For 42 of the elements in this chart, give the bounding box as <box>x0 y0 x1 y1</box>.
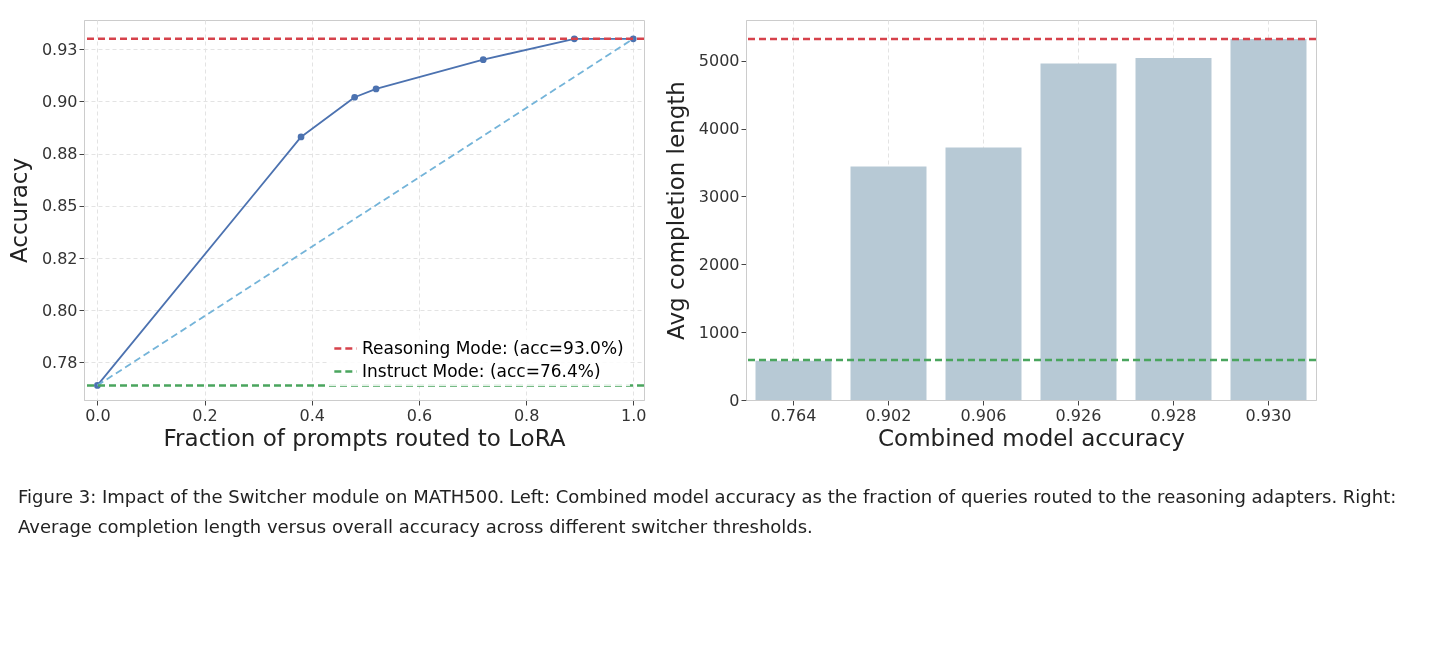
y-tick-label: 1000 <box>698 322 740 342</box>
x-tick-label: 0.2 <box>192 405 218 425</box>
x-tick-label: 0.8 <box>513 405 540 425</box>
y-axis-title: Avg completion length <box>662 81 689 340</box>
legend-label: Reasoning Mode: (acc=93.0%) <box>362 337 624 358</box>
x-tick-label: 1.0 <box>621 405 647 425</box>
y-tick-label: 0.78 <box>41 352 78 372</box>
y-tick-label: 0.82 <box>41 248 78 268</box>
x-tick-label: 0.764 <box>770 405 817 425</box>
y-tick-label: 5000 <box>698 51 740 71</box>
bar <box>1135 58 1212 400</box>
point <box>372 85 380 93</box>
y-tick-label: 3000 <box>698 186 740 206</box>
y-tick-label: 0.93 <box>41 39 78 59</box>
legend-label: Instruct Mode: (acc=76.4%) <box>362 360 601 381</box>
caption: Figure 3: Impact of the Switcher module on MATH500. Left: Combined model accuracy as the fraction of queries routed to the reasoning adapters. Right: Average completion length versus overall accuracy across different switcher thresholds. <box>18 485 1398 539</box>
y-axis-title: Accuracy <box>5 157 32 264</box>
x-tick-label: 0.0 <box>85 405 111 425</box>
y-tick-label: 0 <box>729 390 740 410</box>
x-tick-label: 0.928 <box>1150 405 1197 425</box>
y-tick-label: 0.88 <box>41 144 78 164</box>
x-tick-label: 0.4 <box>299 405 325 425</box>
x-tick-label: 0.902 <box>865 405 912 425</box>
bar <box>755 360 832 400</box>
y-tick-label: 0.85 <box>41 196 78 216</box>
y-tick-label: 4000 <box>698 119 740 139</box>
point <box>479 56 487 64</box>
x-tick-label: 0.906 <box>960 405 1007 425</box>
bar <box>1230 39 1307 400</box>
y-tick-label: 0.80 <box>41 300 78 320</box>
y-tick-label: 2000 <box>698 254 740 274</box>
point <box>297 133 305 141</box>
x-axis-title: Fraction of prompts routed to LoRA <box>163 424 566 451</box>
y-tick-label: 0.90 <box>41 91 78 111</box>
point <box>351 93 358 101</box>
x-tick-label: 0.930 <box>1245 405 1292 425</box>
bar <box>945 147 1022 400</box>
bar <box>1040 63 1117 400</box>
x-tick-label: 0.6 <box>406 405 433 425</box>
bar <box>850 166 927 400</box>
x-tick-label: 0.926 <box>1055 405 1102 425</box>
x-axis-title: Combined model accuracy <box>878 424 1185 451</box>
